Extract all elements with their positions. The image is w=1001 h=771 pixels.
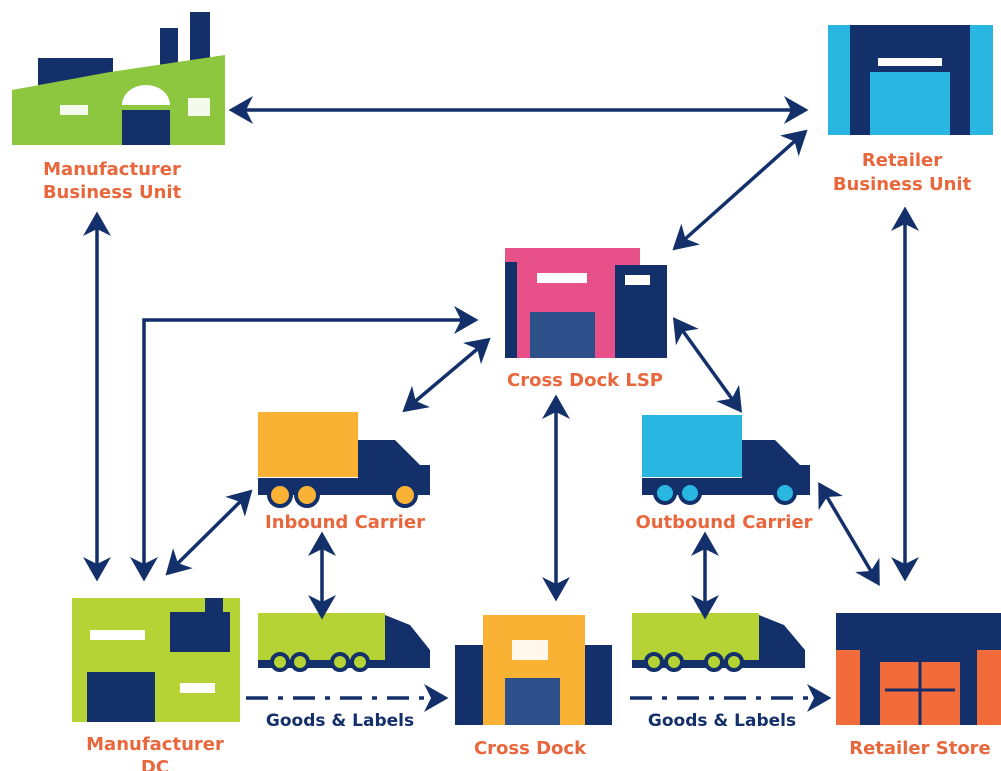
icon-retailer-store xyxy=(836,613,1001,725)
page: Manufacturer Business Unit Retailer Busi… xyxy=(0,0,1001,771)
icon-cross-dock-lsp xyxy=(505,248,667,358)
arrow xyxy=(405,340,488,410)
icon-manufacturer-bu xyxy=(12,12,225,145)
node-label: Manufacturer xyxy=(43,159,181,180)
icon-inbound-truck xyxy=(258,412,430,506)
node-label: DC xyxy=(141,757,169,771)
edge-label: Goods & Labels xyxy=(648,711,796,731)
node-label: Cross Dock LSP xyxy=(507,370,663,391)
icon-truck-1 xyxy=(258,613,430,670)
icon-truck-2 xyxy=(632,613,805,670)
node-label: Outbound Carrier xyxy=(635,512,812,533)
icon-retailer-bu xyxy=(828,25,993,135)
node-label: Inbound Carrier xyxy=(265,512,425,533)
diagram: Manufacturer Business Unit Retailer Busi… xyxy=(0,0,1001,771)
arrow xyxy=(820,485,878,583)
arrow xyxy=(168,492,250,573)
node-label: Manufacturer xyxy=(86,734,224,755)
node-label: Cross Dock xyxy=(474,738,587,759)
icon-cross-dock xyxy=(455,615,612,725)
arrow xyxy=(675,320,740,410)
edge-label: Goods & Labels xyxy=(266,711,414,731)
node-label: Retailer Store xyxy=(849,738,991,759)
node-label: Retailer xyxy=(862,150,942,171)
icon-manufacturer-dc xyxy=(72,598,240,722)
icon-outbound-truck xyxy=(642,415,810,503)
node-label: Business Unit xyxy=(43,182,182,203)
arrow xyxy=(675,132,805,248)
node-label: Business Unit xyxy=(833,174,972,195)
